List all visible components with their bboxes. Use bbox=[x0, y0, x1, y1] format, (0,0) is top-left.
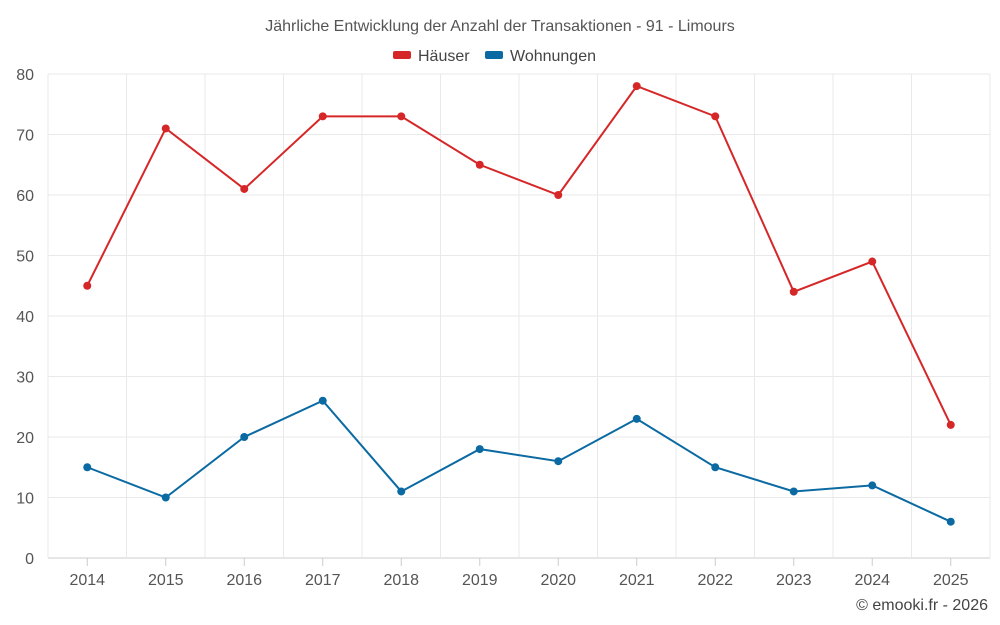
y-axis: 0 10 20 30 40 50 60 70 80 bbox=[16, 67, 34, 568]
data-point-haeuser[interactable] bbox=[397, 112, 406, 121]
x-tick-label: 2020 bbox=[540, 572, 576, 589]
data-point-wohnungen[interactable] bbox=[240, 433, 249, 441]
data-point-haeuser[interactable] bbox=[711, 112, 720, 121]
x-tick-label: 2023 bbox=[776, 572, 812, 589]
data-point-wohnungen[interactable] bbox=[632, 414, 641, 423]
x-tick-label: 2025 bbox=[933, 572, 969, 589]
data-point-wohnungen[interactable] bbox=[83, 463, 92, 472]
y-tick-label: 80 bbox=[16, 67, 34, 84]
data-point-wohnungen[interactable] bbox=[554, 457, 563, 466]
data-point-haeuser[interactable] bbox=[161, 124, 170, 133]
data-point-haeuser[interactable] bbox=[554, 191, 563, 199]
legend-swatch-haeuser bbox=[393, 51, 411, 59]
x-tick-label: 2022 bbox=[697, 572, 733, 589]
y-tick-label: 40 bbox=[16, 309, 34, 326]
data-point-wohnungen[interactable] bbox=[789, 487, 798, 496]
x-tick-label: 2017 bbox=[305, 572, 341, 589]
data-point-wohnungen[interactable] bbox=[711, 463, 720, 472]
data-point-haeuser[interactable] bbox=[83, 281, 92, 290]
y-tick-label: 30 bbox=[16, 370, 34, 387]
chart-title: Jährliche Entwicklung der Anzahl der Tra… bbox=[265, 18, 735, 35]
data-point-wohnungen[interactable] bbox=[161, 493, 170, 502]
y-tick-label: 50 bbox=[16, 249, 34, 266]
x-tick-label: 2021 bbox=[619, 572, 655, 589]
legend: Häuser Wohnungen bbox=[393, 48, 596, 65]
data-point-haeuser[interactable] bbox=[318, 112, 327, 121]
series-wohnungen bbox=[83, 396, 955, 526]
data-point-wohnungen[interactable] bbox=[397, 487, 406, 496]
data-point-wohnungen[interactable] bbox=[946, 517, 955, 526]
gridlines bbox=[47, 73, 991, 559]
data-point-wohnungen[interactable] bbox=[868, 481, 877, 490]
x-tick-label: 2014 bbox=[69, 572, 105, 589]
x-tick-label: 2024 bbox=[854, 572, 890, 589]
y-tick-label: 70 bbox=[16, 128, 34, 145]
data-point-haeuser[interactable] bbox=[632, 82, 641, 91]
series-haeuser bbox=[83, 82, 955, 429]
series-line-haeuser bbox=[86, 84, 952, 426]
y-tick-label: 20 bbox=[16, 430, 34, 447]
legend-swatch-wohnungen bbox=[485, 51, 503, 59]
credit-text: © emooki.fr - 2026 bbox=[856, 597, 988, 614]
data-point-haeuser[interactable] bbox=[240, 184, 249, 193]
series-line-wohnungen bbox=[86, 399, 952, 523]
data-point-haeuser[interactable] bbox=[789, 287, 798, 296]
data-point-haeuser[interactable] bbox=[946, 420, 955, 429]
x-tick-label: 2019 bbox=[462, 572, 498, 589]
data-point-wohnungen[interactable] bbox=[318, 396, 327, 405]
y-tick-label: 60 bbox=[16, 188, 34, 205]
y-tick-label: 10 bbox=[16, 491, 34, 508]
legend-label-wohnungen[interactable]: Wohnungen bbox=[510, 48, 596, 65]
x-tick-label: 2018 bbox=[383, 572, 419, 589]
x-axis: 2014 2015 2016 2017 2018 2019 2020 2021 2022 2023… bbox=[69, 558, 969, 589]
data-point-haeuser[interactable] bbox=[475, 160, 484, 169]
series bbox=[83, 82, 955, 526]
data-point-wohnungen[interactable] bbox=[475, 445, 484, 454]
x-tick-label: 2015 bbox=[148, 572, 184, 589]
y-tick-label: 0 bbox=[25, 551, 34, 568]
x-tick-label: 2016 bbox=[226, 572, 262, 589]
data-point-haeuser[interactable] bbox=[868, 257, 877, 266]
legend-label-haeuser[interactable]: Häuser bbox=[418, 48, 470, 65]
